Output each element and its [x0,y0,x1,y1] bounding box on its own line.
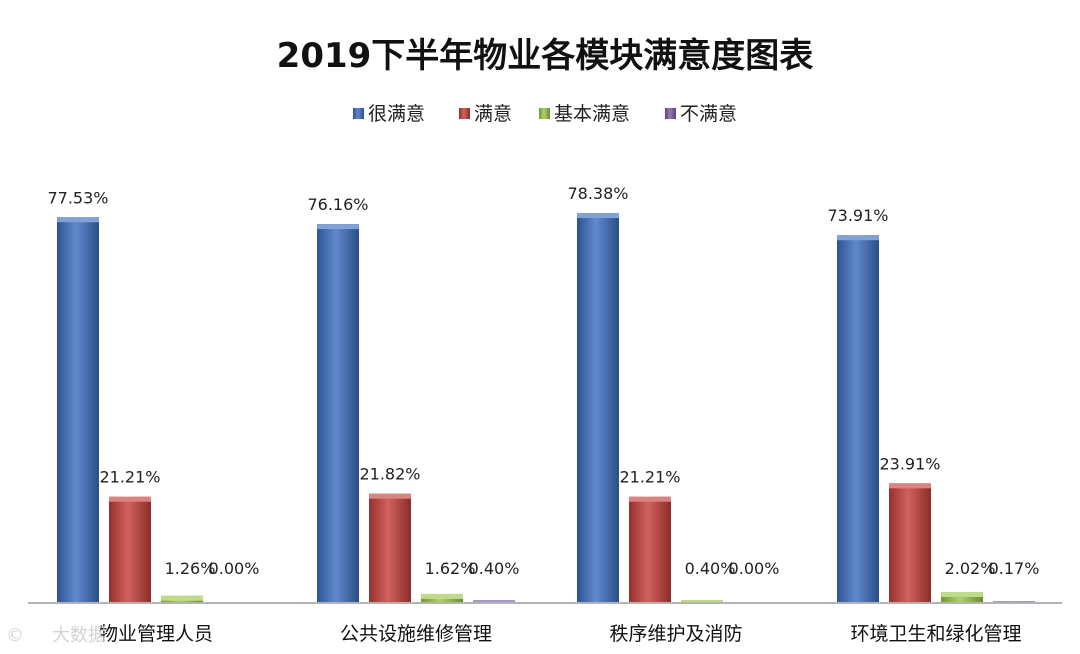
data-label: 2.02% [945,559,996,578]
bar [629,496,671,602]
data-label: 0.40% [685,559,736,578]
data-label: 1.26% [165,559,216,578]
legend-label: 满意 [474,103,512,125]
data-label: 21.82% [359,465,420,484]
bar [941,591,983,602]
data-label: 78.38% [567,184,628,203]
bar-top [577,213,619,219]
bar-top [681,600,723,602]
data-label: 1.62% [425,559,476,578]
legend-swatch [353,108,364,119]
legend-swatch [539,108,550,119]
bar-top [993,601,1035,602]
data-label: 0.40% [469,559,520,578]
watermark: © 大数据 [6,625,106,646]
bar-top [421,593,463,599]
chart-title: 2019下半年物业各模块满意度图表 [277,36,814,76]
bar-top [889,483,931,489]
data-label: 77.53% [47,188,108,207]
bar-top [57,217,99,223]
bar-top [629,496,671,502]
bar-top [473,600,515,602]
bar [109,496,151,602]
category-label: 公共设施维修管理 [340,623,492,645]
legend-swatch [459,108,470,119]
data-label: 23.91% [879,454,940,473]
bar-top [161,595,203,601]
bar [577,213,619,602]
bar-top [109,496,151,502]
category-label: 秩序维护及消防 [609,623,742,645]
bar-top [317,224,359,230]
bar [317,224,359,602]
legend-label: 不满意 [680,103,737,125]
bar [889,483,931,602]
bar-top [837,235,879,241]
data-labels: 77.53%21.21%1.26%0.00%76.16%21.82%1.62%0… [47,184,1039,578]
data-label: 21.21% [99,468,160,487]
bar [57,217,99,602]
bar [369,493,411,602]
data-label: 0.17% [989,559,1040,578]
legend-label: 很满意 [368,103,425,125]
watermark-logo-icon: © [6,625,24,646]
bar-top [369,493,411,499]
bars [57,213,1035,602]
bar [837,235,879,602]
legend: 很满意 满意 基本满意 不满意 [353,103,737,125]
data-label: 73.91% [827,206,888,225]
legend-swatch [665,108,676,119]
data-label: 76.16% [307,195,368,214]
category-label: 物业管理人员 [99,623,213,645]
bar-top [941,591,983,597]
watermark-text: 大数据 [52,625,106,646]
data-label: 21.21% [619,468,680,487]
legend-label: 基本满意 [554,103,630,125]
data-label: 0.00% [729,559,780,578]
category-label: 环境卫生和绿化管理 [850,623,1021,645]
data-label: 0.00% [209,559,260,578]
category-labels: 物业管理人员 公共设施维修管理 秩序维护及消防 环境卫生和绿化管理 [99,623,1022,645]
